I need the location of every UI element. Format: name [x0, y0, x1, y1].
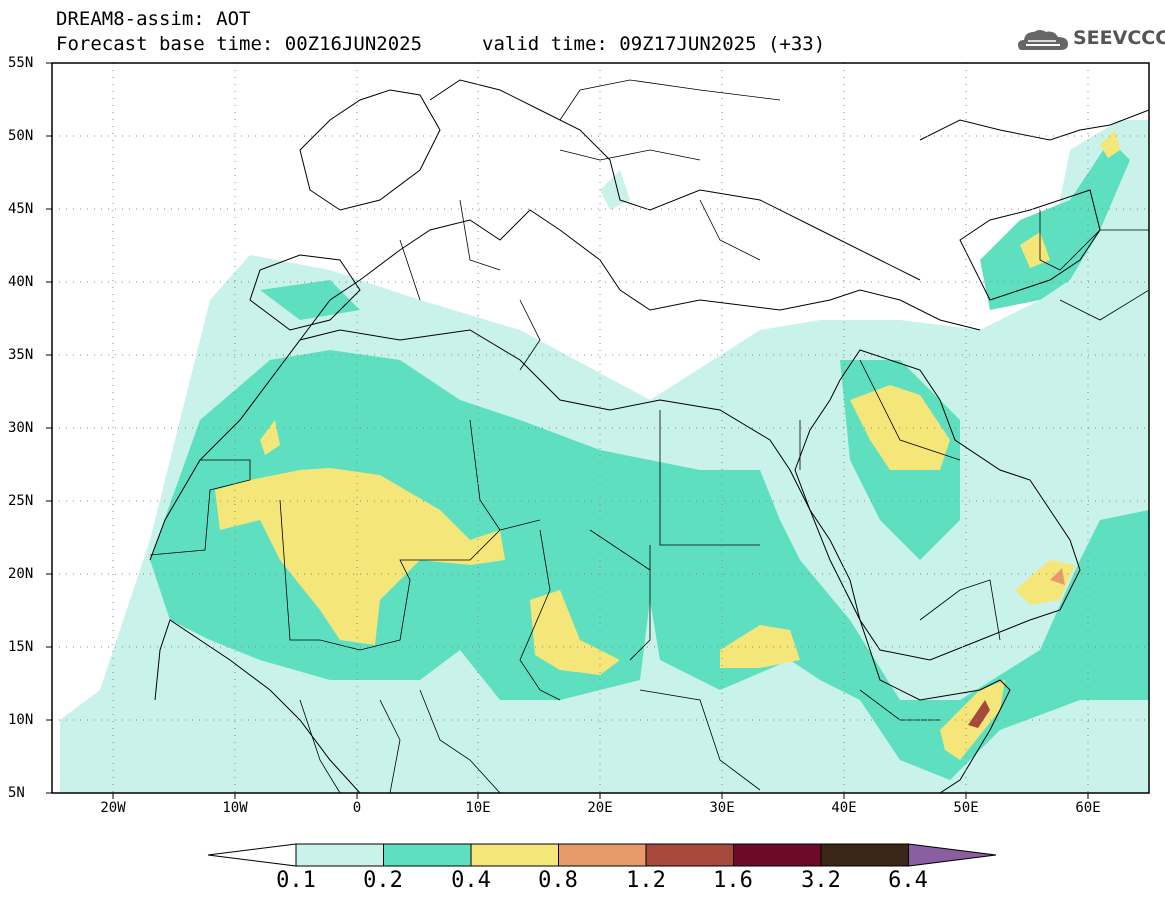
colorbar-label: 0.1	[276, 868, 316, 893]
lat-label: 25N	[8, 493, 34, 509]
valid-time: valid time: 09Z17JUN2025 (+33)	[482, 33, 826, 55]
colorbar-label: 6.4	[888, 868, 928, 893]
logo-text: SEEVCCC	[1073, 27, 1165, 49]
colorbar-label: 1.6	[713, 868, 753, 893]
lon-label: 60E	[1075, 800, 1101, 816]
axis-ticks	[46, 62, 1089, 799]
cloud-icon	[1018, 30, 1068, 50]
lon-label: 10W	[222, 800, 248, 816]
aot-level-0.2-caspian	[980, 140, 1130, 310]
colorbar-label: 0.4	[451, 868, 491, 893]
lon-label: 40E	[831, 800, 857, 816]
lon-label: 20E	[587, 800, 613, 816]
lat-label: 30N	[8, 420, 34, 436]
aot-level-0.2-iberia	[260, 280, 360, 320]
coastlines	[149, 79, 1149, 793]
lat-label: 35N	[8, 347, 34, 363]
lon-label: 10E	[465, 800, 491, 816]
aot-level-1.2-somalia	[968, 700, 990, 728]
aot-level-0.4-morocco	[260, 420, 280, 455]
aot-level-0.4-chad	[530, 590, 620, 675]
aot-level-0.8-oman	[1050, 568, 1065, 585]
aot-field	[52, 63, 1149, 793]
forecast-base-time: Forecast base time: 00Z16JUN2025	[56, 33, 423, 55]
aot-level-0.2	[150, 350, 1149, 780]
chart-title: DREAM8-assim: AOT	[56, 8, 251, 30]
aot-level-0.4-kazakhstan	[1100, 130, 1120, 158]
lat-label: 55N	[8, 55, 34, 71]
colorbar-label: 0.2	[363, 868, 403, 893]
colorbar-label: 3.2	[801, 868, 841, 893]
lat-label: 45N	[8, 201, 34, 217]
lat-label: 10N	[8, 712, 34, 728]
aot-level-0.4-caspian	[1020, 232, 1050, 268]
aot-level-0.1-balkans	[600, 170, 630, 210]
lon-label: 30E	[709, 800, 735, 816]
colorbar-label: 1.2	[626, 868, 666, 893]
lon-label: 50E	[953, 800, 979, 816]
lon-label: 20W	[100, 800, 126, 816]
aot-level-0.4-sahara	[215, 468, 505, 645]
lat-label: 50N	[8, 128, 34, 144]
country-borders	[149, 79, 1149, 793]
lat-label: 40N	[8, 274, 34, 290]
colorbar-label: 0.8	[538, 868, 578, 893]
lat-label: 5N	[8, 785, 25, 801]
lat-label: 15N	[8, 639, 34, 655]
lon-label: 0	[352, 800, 362, 816]
graticule	[52, 63, 1149, 793]
lat-label: 20N	[8, 566, 34, 582]
